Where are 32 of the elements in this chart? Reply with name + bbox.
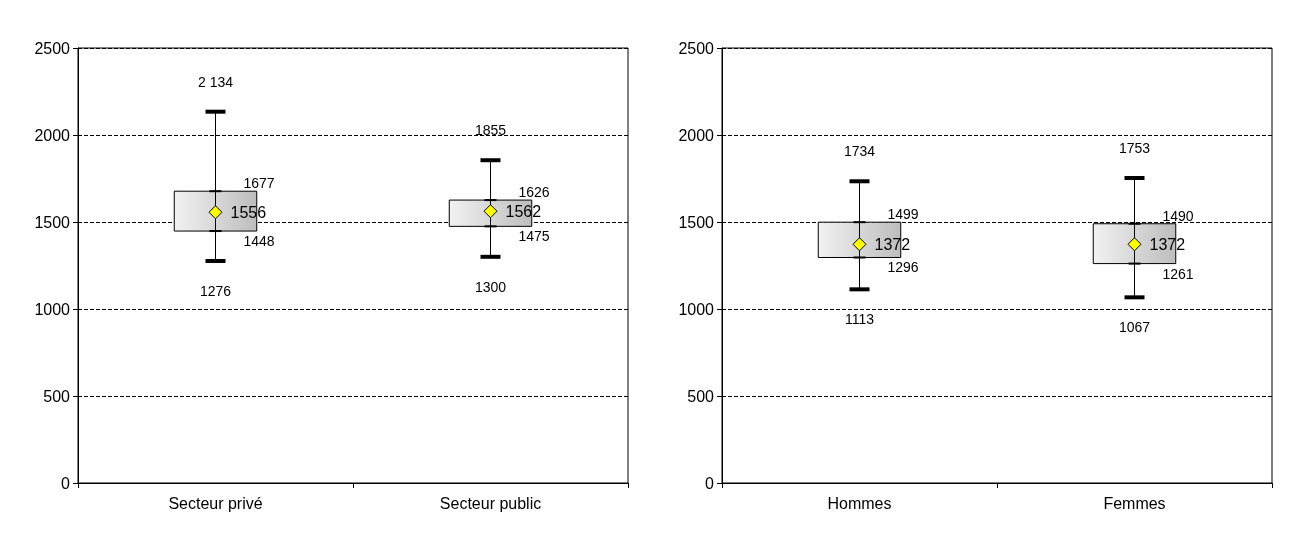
text: 2 134: [197, 73, 234, 90]
y-tick-label: 2000: [678, 126, 715, 144]
text: 1490: [1162, 207, 1194, 224]
y-tick-label: 1500: [678, 213, 715, 231]
text: 1448: [243, 233, 275, 250]
text: 1296: [887, 259, 919, 276]
y-tick-label: 1000: [678, 300, 715, 318]
y-tick-label: 500: [43, 387, 71, 405]
x-tick-label: Femmes: [1103, 494, 1166, 512]
text: 1753: [1118, 139, 1151, 156]
y-tick-label: 2000: [34, 126, 71, 144]
y-tick-label: 1500: [34, 213, 71, 231]
y-tick-label: 2500: [678, 39, 715, 57]
text: 1855: [474, 122, 507, 139]
text: 1475: [518, 228, 550, 245]
y-tick-label: 0: [705, 474, 715, 492]
y-tick-label: 500: [687, 387, 715, 405]
y-tick-label: 0: [61, 474, 71, 492]
x-tick-label: Secteur privé: [168, 494, 263, 512]
y-tick-label: 2500: [34, 39, 71, 57]
text: 1734: [843, 143, 876, 160]
text: 1276: [199, 282, 232, 299]
text: 1113: [844, 311, 875, 328]
text: 1067: [1118, 319, 1151, 336]
x-tick-label: Secteur public: [439, 494, 542, 512]
text: 1499: [887, 206, 919, 223]
text: 1300: [474, 278, 507, 295]
x-tick-label: Hommes: [827, 494, 892, 512]
y-tick-label: 1000: [34, 300, 71, 318]
text: 1626: [518, 184, 550, 201]
text: 1677: [243, 175, 275, 192]
text: 1261: [1162, 265, 1194, 282]
